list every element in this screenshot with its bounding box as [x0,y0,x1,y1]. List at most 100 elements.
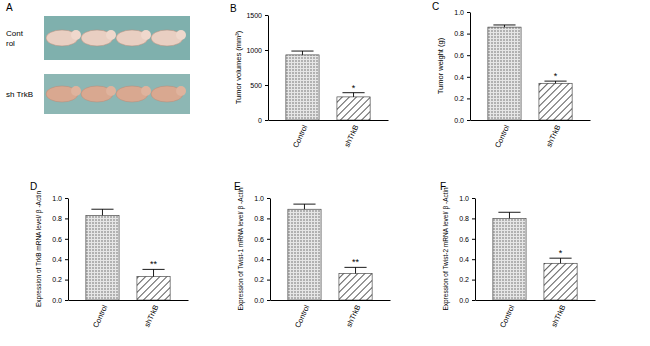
y-tick-mark [472,239,475,240]
significance-mark: * [554,71,558,81]
y-axis: 0.00.20.40.60.81.0 [454,9,470,124]
y-tick-label: 1000 [246,47,262,54]
y-axis-line [68,199,69,301]
y-tick-mark [265,50,268,51]
y-tick-label: 0.6 [454,52,464,59]
x-tick: Control [91,303,110,329]
x-axis-line [269,120,389,121]
y-tick-label: 0.8 [254,215,264,222]
y-tick-label: 0.2 [454,95,464,102]
y-axis: 050010001500 [246,12,268,124]
y-tick: 0.2 [459,276,475,283]
y-tick-mark [472,198,475,199]
error-bar-stem [102,209,103,215]
x-tick-label: shTrkB [544,123,562,148]
bar [339,273,372,300]
error-bar-stem [355,267,356,273]
y-tick: 0.6 [52,236,68,243]
significance-mark: * [559,248,563,258]
y-tick-label: 0.4 [454,74,464,81]
y-tick-label: 0.6 [52,236,62,243]
y-tick-label: 0.4 [254,256,264,263]
y-tick-label: 0.6 [459,236,469,243]
y-tick: 1.0 [254,195,270,202]
mouse-head [71,30,81,40]
x-axis-line [271,300,391,301]
x-tick: Control [493,123,512,149]
y-axis-title: Expression of TrkB mRNA level/ β -Actin [35,191,43,307]
bar-chart: 0.00.20.40.60.81.0ControlshTrkBExpressio… [442,187,596,329]
figure: AControlsh TrkB050010001500ControlshTrkB… [0,0,650,346]
y-axis: 0.0 0.2 0.4 0.6 0.8 1.0 [254,195,270,304]
y-axis-line [475,199,476,301]
y-tick-mark [65,280,68,281]
y-tick-label: 0.0 [254,297,264,304]
y-axis: 0.00.20.40.60.81.0 [52,195,68,304]
x-tick-label: shTrkB [549,303,567,328]
error-bar [549,258,571,263]
y-tick-label: 0.8 [459,215,469,222]
y-tick-mark [467,12,470,13]
error-bar-cap [498,212,520,213]
error-bar-stem [353,93,354,97]
x-axis-line [471,120,591,121]
y-tick: 1500 [246,12,268,19]
y-tick-label: 0.2 [52,276,62,283]
x-tick: Control [293,303,312,329]
plot-marks [86,209,170,300]
y-tick-mark [472,218,475,219]
y-tick-mark [267,239,270,240]
error-bar-cap [293,204,315,205]
mouse-head [106,30,116,40]
plot-marks [286,51,370,120]
y-tick-mark [467,34,470,35]
error-bar [291,51,313,55]
x-tick-label: Control [498,303,517,329]
x-tick: shTrkB [544,123,562,148]
panel-label: D [30,181,37,192]
error-bar [342,93,364,97]
y-tick-label: 1.0 [454,9,464,16]
y-tick: 0.0 [52,297,68,304]
error-bar-cap [493,24,515,25]
x-tick-label: Control [91,303,110,329]
y-tick-label: 0.2 [459,276,469,283]
y-tick-mark [65,218,68,219]
y-axis-line [470,13,471,121]
y-tick: 500 [250,82,268,89]
bar [86,215,119,300]
panel-label: B [230,3,237,14]
significance-mark: ** [150,259,158,269]
y-tick-label: 0.2 [254,276,264,283]
bar-chart: 050010001500ControlshTrkBTumor volumes (… [234,12,389,149]
y-tick: 0.0 [459,297,475,304]
y-tick-mark [65,239,68,240]
y-tick-mark [267,218,270,219]
bar [544,263,577,300]
bar [493,218,526,300]
x-tick-label: Control [291,123,310,149]
row-label: sh TrkB [6,90,33,99]
error-bar [544,81,566,83]
error-bar [293,204,315,209]
x-tick: shTrkB [549,303,567,328]
mouse-head [71,86,81,96]
y-axis-title: Tumor weight (g) [436,37,445,94]
x-tick: shTrkB [344,303,362,328]
bar [488,27,521,120]
y-tick: 0.6 [254,236,270,243]
x-tick: Control [498,303,517,329]
y-tick: 0.6 [459,236,475,243]
x-axis: ControlshTrkB [269,121,389,150]
y-tick-label: 1.0 [254,195,264,202]
y-tick-mark [267,280,270,281]
error-bar [142,269,164,276]
y-tick: 0.2 [454,95,470,102]
x-tick: Control [291,123,310,149]
error-bar-stem [153,269,154,276]
y-tick-mark [472,280,475,281]
y-tick: 0.8 [52,215,68,222]
y-tick-label: 0.8 [52,215,62,222]
y-tick: 0.8 [254,215,270,222]
bar [286,55,319,120]
